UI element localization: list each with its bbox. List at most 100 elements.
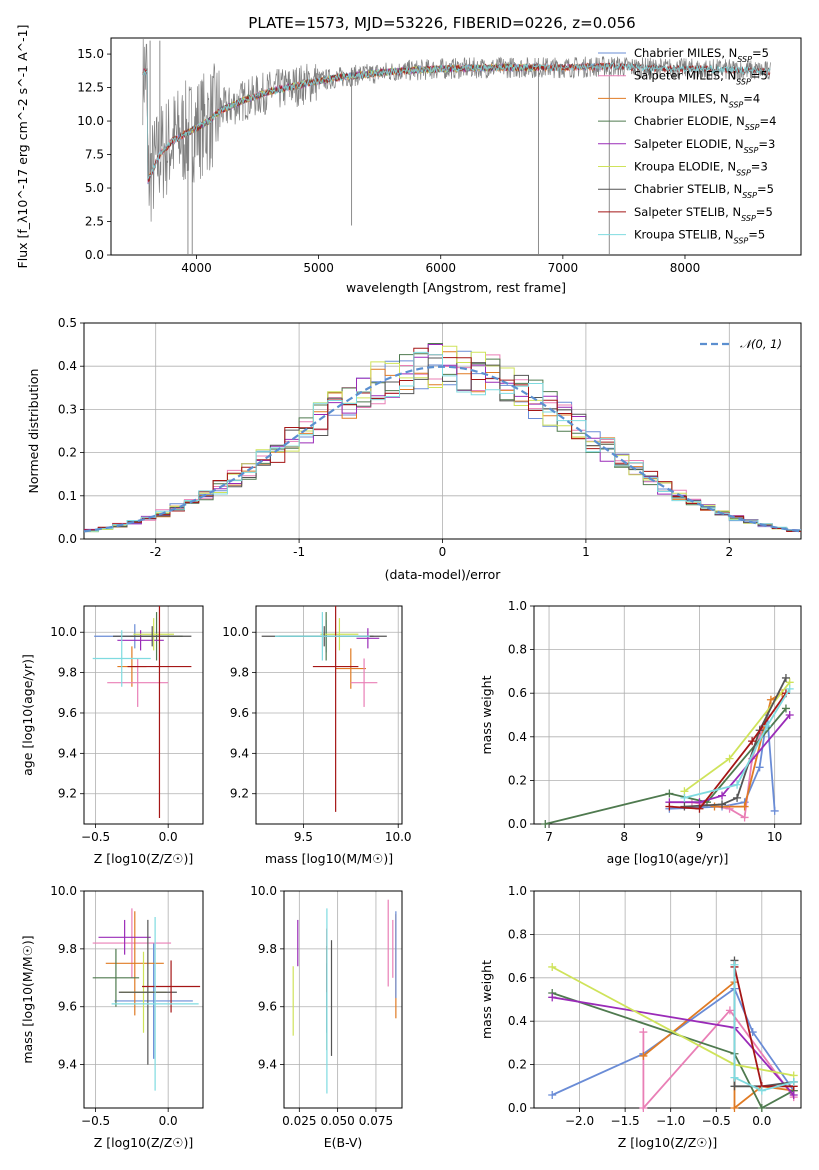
x-axis-label: Z [log10(Z/Z☉)] (94, 851, 194, 866)
x-tick-label: 6000 (425, 261, 456, 275)
x-tick-label: 0.025 (282, 1114, 316, 1128)
x-tick-label: 0.0 (752, 1114, 771, 1128)
weight-marker (740, 813, 749, 822)
x-tick-label: 0.0 (159, 1114, 178, 1128)
weight-marker (785, 684, 794, 693)
weight-line (714, 692, 783, 808)
weight-marker (639, 1028, 648, 1037)
legend-prefix: , N (720, 160, 736, 174)
residual-histogram (84, 351, 801, 532)
legend-count: 3 (760, 160, 767, 174)
weight-marker (785, 711, 794, 719)
weight-marker (730, 1104, 739, 1112)
legend-count: 5 (760, 69, 767, 83)
legend-entry: Chabrier MILES, NSSP=5 (634, 46, 769, 64)
y-tick-label: 0.0 (58, 532, 77, 546)
x-tick-label: 10.0 (385, 830, 412, 844)
x-axis-label: age [log10(age/yr)] (607, 851, 729, 866)
x-tick-label: 8000 (670, 261, 701, 275)
legend-subscript: SSP (737, 55, 752, 64)
y-tick-label: 1.0 (508, 884, 527, 898)
plot-frame (83, 890, 204, 1109)
plot-frame (83, 322, 802, 540)
x-tick-label: −0.5 (81, 830, 110, 844)
y-tick-label: 0.4 (508, 1014, 527, 1028)
legend-prefix: , N (721, 46, 737, 60)
weight-line (669, 714, 791, 804)
weight-line (642, 1008, 795, 1111)
legend-count: 3 (768, 137, 775, 151)
y-tick-label: 9.8 (230, 666, 249, 680)
legend-model: Salpeter ELODIE (634, 137, 728, 151)
x-tick-label: 7 (545, 830, 553, 844)
weight-line (551, 992, 795, 1110)
y-tick-label: 0.0 (508, 1101, 527, 1115)
weight-marker (548, 1090, 557, 1099)
y-axis-label: mass weight (479, 675, 494, 754)
weight-marker (665, 802, 674, 811)
legend-prefix: , N (728, 137, 744, 151)
y-tick-label: 9.4 (258, 1058, 277, 1072)
weight-marker (548, 962, 557, 971)
legend-subscript: SSP (734, 236, 749, 245)
y-tick-label: 9.6 (58, 1000, 77, 1014)
legend-entry: Salpeter STELIB, NSSP=5 (634, 205, 773, 223)
legend-eq: = (751, 160, 761, 174)
legend-entry: Chabrier ELODIE, NSSP=4 (634, 114, 776, 132)
model-spectrum (142, 62, 771, 183)
y-tick-label: 0.3 (58, 402, 77, 416)
y-tick-label: 0.2 (58, 446, 77, 460)
y-tick-label: 9.4 (230, 746, 249, 760)
legend-count: 5 (767, 182, 774, 196)
weight-marker (757, 1104, 766, 1112)
weight-marker (789, 1090, 798, 1099)
legend-count: 5 (762, 46, 769, 60)
legend-model: Salpeter MILES (634, 69, 720, 83)
legend-prefix: , N (713, 91, 729, 105)
y-tick-label: 10.0 (50, 884, 77, 898)
y-tick-label: 9.4 (58, 746, 77, 760)
weight-line (669, 692, 787, 810)
y-tick-label: 9.2 (58, 787, 77, 801)
weight-marker (755, 763, 764, 772)
weight-line (733, 960, 794, 1088)
y-tick-label: 0.0 (85, 248, 104, 262)
y-axis-label: age [log10(age/yr)] (20, 654, 35, 776)
y-tick-label: 0.2 (508, 773, 527, 787)
legend-entry: Kroupa STELIB, NSSP=5 (634, 228, 765, 246)
mass-vs-ebv-plot: 0.025 0.050 0.075 9.4 9.6 9.8 10.0 E(B-V) (250, 884, 403, 1150)
y-tick-label: 10.0 (250, 884, 277, 898)
legend-entry: Salpeter ELODIE, NSSP=3 (634, 137, 775, 155)
weight-marker (639, 1104, 648, 1112)
y-tick-label: 0.0 (508, 817, 527, 831)
y-tick-label: 0.8 (508, 927, 527, 941)
legend-prefix: , N (720, 69, 736, 83)
x-tick-label: 4000 (181, 261, 212, 275)
legend-entry: 𝒩(0, 1) (740, 337, 782, 351)
y-tick-label: 9.4 (58, 1058, 77, 1072)
legend-subscript: SSP (742, 191, 757, 200)
mass-vs-metallicity-plot: −0.5 0.0 9.4 9.6 9.8 10.0 Z [log10(Z/Z☉)] mass … (20, 884, 204, 1150)
y-tick-label: 9.6 (58, 706, 77, 720)
weight-marker (757, 1086, 766, 1095)
legend-subscript: SSP (736, 168, 751, 177)
weight-marker (781, 673, 790, 682)
x-tick-label: −1.0 (656, 1114, 685, 1128)
legend-subscript: SSP (745, 123, 760, 132)
weight-marker (718, 791, 727, 800)
y-axis-label: mass [log10(M/M☉)] (20, 935, 35, 1063)
legend-prefix: , N (729, 114, 745, 128)
weight-marker (725, 1006, 734, 1015)
residual-histogram-plot: -2 -1 0 1 2 0.0 0.1 0.2 0.3 0.4 0.5 (data-model)/er… (26, 316, 802, 582)
x-tick-label: 0.050 (320, 1114, 354, 1128)
weight-marker (665, 789, 674, 798)
weight-marker (748, 737, 757, 746)
y-tick-label: 0.6 (508, 971, 527, 985)
y-axis-label: Normed distribution (26, 369, 41, 494)
legend-count: 4 (769, 114, 776, 128)
weight-marker (725, 754, 734, 763)
x-tick-label: 8 (620, 830, 628, 844)
legend-count: 4 (753, 91, 760, 105)
weight-marker (733, 780, 742, 789)
